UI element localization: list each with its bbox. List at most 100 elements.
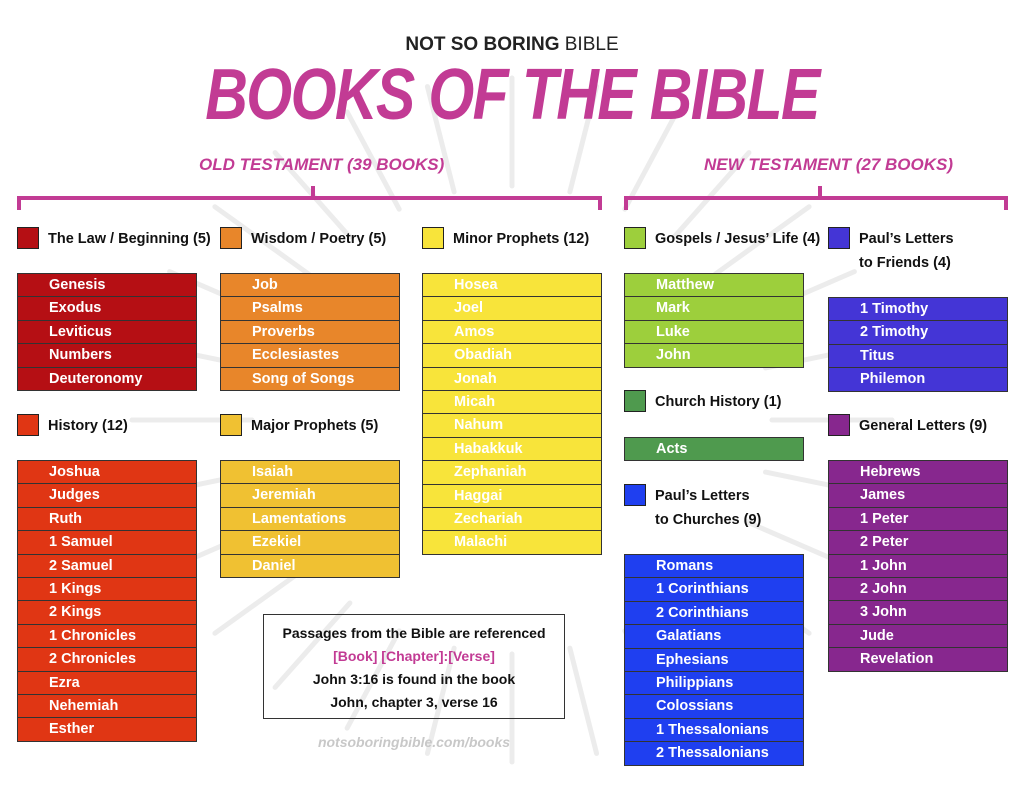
book-colossians: Colossians [625, 695, 803, 719]
book-esther: Esther [49, 721, 95, 738]
background-ray [567, 645, 600, 756]
general-letters-swatch [828, 414, 850, 436]
note-line-1: Passages from the Bible are referenced [282, 625, 546, 641]
history-label: History (12) [48, 418, 128, 434]
wisdom-book-list: Job Psalms Proverbs Ecclesiastes Song of Son… [220, 273, 400, 391]
major-prophets-book-list: Isaiah Jeremiah Lamentations Ezekiel Daniel [220, 460, 400, 578]
book-zechariah: Zechariah [423, 508, 601, 532]
book-mark: Mark [625, 297, 803, 321]
book-1-chronicles: 1 Chronicles [18, 625, 196, 649]
background-ray [712, 204, 812, 277]
book-titus: Titus [829, 345, 1007, 369]
category-pauls-letters-friends: Paul’s Letters to Friends (4) [828, 227, 954, 275]
book-philippians: Philippians [625, 672, 803, 696]
book-1-corinthians: 1 Corinthians [625, 578, 803, 602]
general-letters-label: General Letters (9) [859, 418, 988, 434]
minor-prophets-swatch [422, 227, 444, 249]
book-deuteronomy: Deuteronomy [49, 370, 143, 387]
book-jude: Jude [829, 625, 1007, 649]
book-nehemiah: Nehemiah [18, 695, 196, 719]
background-ray [567, 84, 600, 195]
book-nahum: Nahum [423, 414, 601, 438]
background-ray [212, 204, 312, 277]
book-2-kings: 2 Kings [18, 601, 196, 625]
website-url: notsoboringbible.com/books [317, 734, 511, 750]
law-label: The Law / Beginning (5) [48, 231, 211, 247]
book-lamentations: Lamentations [221, 508, 399, 532]
book-psalms: Psalms [221, 297, 399, 321]
background-ray [344, 628, 402, 731]
gospels-label: Gospels / Jesus’ Life (4) [655, 231, 821, 247]
book-amos: Amos [423, 321, 601, 345]
book-ruth: Ruth [18, 508, 196, 532]
book-ecclesiastes: Ecclesiastes [221, 344, 399, 368]
pauls-letters-churches-swatch [624, 484, 646, 506]
book-song-of-songs: Song of Songs [252, 370, 355, 387]
minor-prophets-label: Minor Prophets (12) [453, 231, 590, 247]
history-swatch [17, 414, 39, 436]
category-gospels: Gospels / Jesus’ Life (4) [624, 227, 820, 251]
book-2-peter: 2 Peter [829, 531, 1007, 555]
book-1-samuel: 1 Samuel [18, 531, 196, 555]
note-line-4: John, chapter 3, verse 16 [330, 694, 498, 710]
minor-prophets-book-list: Hosea Joel Amos Obadiah Jonah Micah Nahum Habak… [422, 273, 602, 555]
note-line-2: [Book] [Chapter]:[Verse] [333, 648, 495, 664]
category-pauls-letters-churches: Paul’s Letters to Churches (9) [624, 484, 761, 532]
major-prophets-label: Major Prophets (5) [251, 418, 379, 434]
background-ray [424, 645, 457, 756]
church-history-book-list: Acts [624, 437, 804, 462]
law-book-list: Genesis Exodus Leviticus Numbers Deuteronomy [17, 273, 197, 391]
category-law: The Law / Beginning (5) [17, 227, 211, 251]
major-prophets-swatch [220, 414, 242, 436]
book-james: James [829, 484, 1007, 508]
background-ray [344, 109, 402, 212]
book-revelation: Revelation [860, 651, 934, 668]
background-ray [671, 150, 752, 240]
book-micah: Micah [423, 391, 601, 415]
book-2-timothy: 2 Timothy [829, 321, 1007, 345]
book-luke: Luke [625, 321, 803, 345]
book-galatians: Galatians [625, 625, 803, 649]
category-minor-prophets: Minor Prophets (12) [422, 227, 589, 251]
reference-note: Passages from the Bible are referenced [… [263, 614, 565, 719]
book-haggai: Haggai [423, 485, 601, 508]
book-joel: Joel [423, 297, 601, 321]
book-philemon: Philemon [860, 371, 926, 388]
book-ephesians: Ephesians [625, 649, 803, 672]
book-john: John [656, 347, 691, 364]
background-ray [272, 600, 353, 690]
background-ray [622, 109, 680, 212]
book-joshua: Joshua [18, 461, 196, 485]
new-testament-bracket [624, 186, 1008, 210]
book-ezekiel: Ezekiel [221, 531, 399, 555]
book-2-john: 2 John [829, 578, 1007, 602]
history-book-list: Joshua Judges Ruth 1 Samuel 2 Samuel 1 Kings 2… [17, 460, 197, 742]
wisdom-swatch [220, 227, 242, 249]
book-job: Job [221, 274, 399, 298]
book-hebrews: Hebrews [829, 461, 1007, 485]
book-hosea: Hosea [423, 274, 601, 298]
category-wisdom: Wisdom / Poetry (5) [220, 227, 386, 251]
book-habakkuk: Habakkuk [423, 438, 601, 462]
book-zephaniah: Zephaniah [423, 461, 601, 485]
pauls-letters-churches-label: Paul’s Letters to Churches (9) [655, 488, 762, 528]
gospels-swatch [624, 227, 646, 249]
page-title: BOOKS OF THE BIBLE [205, 55, 820, 135]
old-testament-bracket [17, 186, 602, 210]
book-exodus: Exodus [18, 297, 196, 321]
background-ray [424, 84, 457, 195]
book-judges: Judges [18, 484, 196, 508]
book-jeremiah: Jeremiah [221, 484, 399, 508]
book-2-thessalonians: 2 Thessalonians [656, 745, 769, 762]
book-leviticus: Leviticus [18, 321, 196, 345]
category-major-prophets: Major Prophets (5) [220, 414, 378, 438]
category-history: History (12) [17, 414, 128, 438]
book-1-peter: 1 Peter [829, 508, 1007, 532]
new-testament-label: NEW TESTAMENT (27 BOOKS) [704, 155, 954, 174]
book-1-timothy: 1 Timothy [829, 298, 1007, 322]
book-1-kings: 1 Kings [18, 578, 196, 602]
category-general-letters: General Letters (9) [828, 414, 987, 438]
book-1-thessalonians: 1 Thessalonians [625, 719, 803, 743]
book-3-john: 3 John [829, 601, 1007, 625]
book-malachi: Malachi [454, 534, 508, 551]
